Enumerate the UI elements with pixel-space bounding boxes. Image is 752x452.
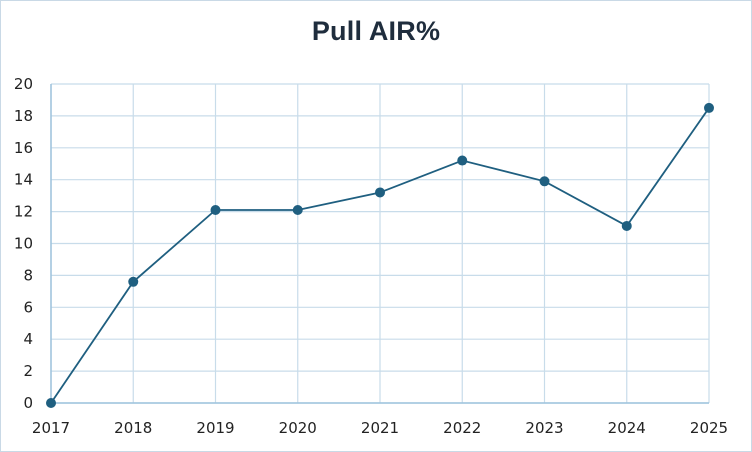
y-tick-label: 4: [23, 330, 33, 348]
y-tick-label: 8: [23, 266, 33, 284]
x-tick-label: 2025: [690, 419, 728, 437]
data-point: [704, 102, 714, 113]
x-tick-label: 2023: [525, 419, 563, 437]
y-tick-label: 20: [14, 75, 33, 93]
x-tick-label: 2018: [114, 419, 152, 437]
data-point: [375, 187, 385, 198]
data-point: [128, 276, 139, 287]
y-tick-label: 12: [14, 203, 33, 221]
y-tick-labels: 0 2 4 6 8 10 12 14 16 18 20: [14, 75, 33, 412]
y-tick-label: 16: [14, 139, 33, 157]
x-tick-label: 2017: [32, 419, 70, 437]
x-tick-label: 2019: [196, 419, 234, 437]
y-tick-label: 14: [14, 171, 33, 189]
data-point: [292, 205, 303, 216]
series-group: [46, 102, 714, 408]
data-point: [457, 155, 468, 166]
x-tick-label: 2024: [608, 419, 646, 437]
data-point: [621, 220, 632, 231]
y-tick-label: 2: [23, 362, 33, 380]
y-tick-label: 10: [14, 235, 33, 253]
data-point: [210, 205, 221, 216]
axes: [50, 84, 709, 404]
y-tick-label: 0: [23, 394, 33, 412]
x-tick-label: 2021: [361, 419, 399, 437]
grid-lines: [50, 83, 710, 404]
chart-title: Pull AIR%: [311, 16, 441, 46]
x-tick-label: 2022: [443, 419, 481, 437]
x-tick-labels: 2017 2018 2019 2020 2021 2022 2023 2024 2025: [32, 419, 728, 437]
y-tick-label: 18: [14, 107, 33, 125]
data-point: [539, 176, 550, 187]
y-tick-label: 6: [23, 298, 33, 316]
x-tick-label: 2020: [279, 419, 317, 437]
data-point: [46, 398, 56, 408]
